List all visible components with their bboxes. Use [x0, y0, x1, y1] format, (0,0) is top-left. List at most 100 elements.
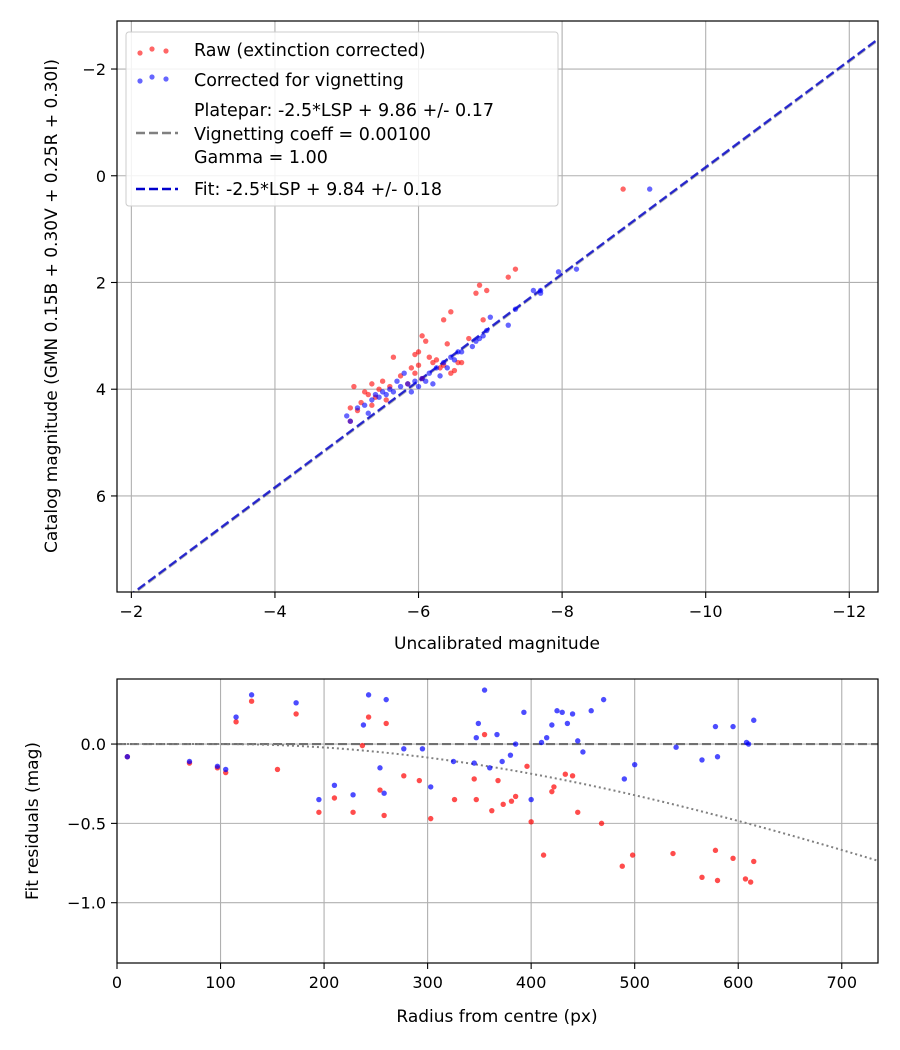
corrected-point: [401, 746, 407, 752]
raw-point: [620, 186, 626, 192]
raw-point: [451, 367, 458, 374]
raw-point: [347, 405, 354, 411]
corrected-point: [745, 741, 752, 747]
corrected-point: [480, 333, 486, 339]
corrected-point: [433, 365, 440, 371]
bottom-panel-frame: [116, 678, 879, 964]
bottom-panel-points: [124, 687, 757, 885]
bottom-panel-y-label: Fit residuals (mag): [23, 742, 43, 900]
raw-point: [416, 777, 423, 784]
corrected-point: [475, 720, 482, 727]
raw-point: [598, 820, 605, 827]
raw-point: [512, 266, 519, 272]
raw-point: [377, 787, 383, 793]
corrected-point: [473, 735, 479, 741]
raw-point: [551, 784, 557, 790]
raw-point: [351, 383, 357, 390]
raw-point: [528, 819, 534, 825]
raw-point: [714, 877, 721, 884]
corrected-point: [559, 709, 565, 716]
raw-point: [481, 731, 488, 738]
raw-point: [430, 359, 436, 366]
raw-point: [440, 317, 447, 323]
raw-point: [569, 773, 576, 779]
raw-point: [316, 809, 322, 815]
y-tick-label: −1.0: [67, 894, 106, 913]
legend-corrected-marker: [149, 74, 155, 80]
corrected-point: [381, 790, 387, 796]
raw-point: [540, 852, 547, 858]
corrected-point: [673, 744, 679, 750]
corrected-point: [575, 738, 581, 744]
corrected-point: [631, 761, 638, 768]
raw-point: [369, 402, 375, 408]
raw-point: [484, 287, 490, 294]
raw-point: [233, 719, 239, 725]
corrected-point: [214, 763, 221, 769]
corrected-point: [507, 752, 514, 758]
legend-raw-marker: [163, 48, 169, 54]
raw-point: [419, 333, 425, 339]
bottom-panel-x-ticks: 0 100 200 300 400 500 600 700: [112, 963, 857, 992]
raw-point: [379, 378, 386, 384]
corrected-point: [569, 711, 576, 717]
raw-point: [500, 801, 506, 808]
legend-gamma-label: Gamma = 1.00: [194, 148, 328, 168]
raw-point: [480, 317, 486, 323]
corrected-point: [487, 314, 494, 320]
raw-point: [489, 807, 495, 814]
legend-box: [125, 31, 559, 207]
corrected-point: [361, 402, 368, 408]
corrected-point: [469, 343, 476, 350]
raw-point: [730, 855, 736, 861]
corrected-point: [543, 735, 550, 741]
raw-point: [549, 788, 555, 795]
x-tick-label: 400: [516, 973, 547, 992]
corrected-point: [487, 765, 493, 771]
raw-point: [390, 354, 397, 360]
raw-point: [670, 850, 676, 857]
corrected-point: [505, 322, 511, 328]
top-panel-fit-lines: [132, 38, 878, 592]
corrected-point: [484, 327, 490, 334]
corrected-point: [233, 714, 239, 720]
corrected-point: [426, 370, 432, 376]
x-tick-label: 300: [412, 973, 443, 992]
legend-corrected-label: Corrected for vignetting: [194, 71, 404, 91]
raw-point: [423, 338, 429, 344]
x-tick-label: 0: [112, 973, 122, 992]
raw-point: [365, 714, 372, 720]
legend-corrected-marker: [137, 78, 143, 84]
raw-point: [383, 720, 389, 727]
corrected-point: [512, 306, 519, 312]
bottom-panel-y-ticks: −1.0 −0.5 0.0: [67, 735, 117, 913]
corrected-point: [394, 378, 400, 384]
raw-point: [751, 858, 757, 865]
raw-point: [471, 776, 477, 782]
x-tick-label: 100: [205, 973, 236, 992]
corrected-point: [538, 739, 545, 746]
top-panel-x-ticks: −2 −4 −6 −8 −10 −12: [120, 592, 866, 621]
raw-point: [428, 815, 434, 822]
raw-point: [408, 365, 415, 371]
raw-point: [473, 290, 479, 296]
raw-point: [699, 874, 705, 881]
corrected-point: [699, 757, 705, 763]
legend-vignetting-label: Vignetting coeff = 0.00100: [194, 125, 431, 145]
vignetting-model-curve: [117, 743, 878, 862]
corrected-point: [712, 723, 719, 730]
raw-point: [381, 812, 387, 819]
corrected-point: [573, 266, 580, 272]
x-tick-label: 200: [309, 973, 340, 992]
raw-point: [747, 879, 754, 885]
corrected-point: [564, 720, 571, 727]
corrected-point: [440, 359, 447, 366]
raw-point: [742, 876, 749, 882]
raw-point: [575, 809, 581, 815]
corrected-point: [365, 410, 371, 416]
corrected-point: [347, 418, 354, 424]
fit-line: [132, 38, 878, 592]
corrected-point: [419, 746, 426, 752]
corrected-point: [428, 784, 434, 790]
